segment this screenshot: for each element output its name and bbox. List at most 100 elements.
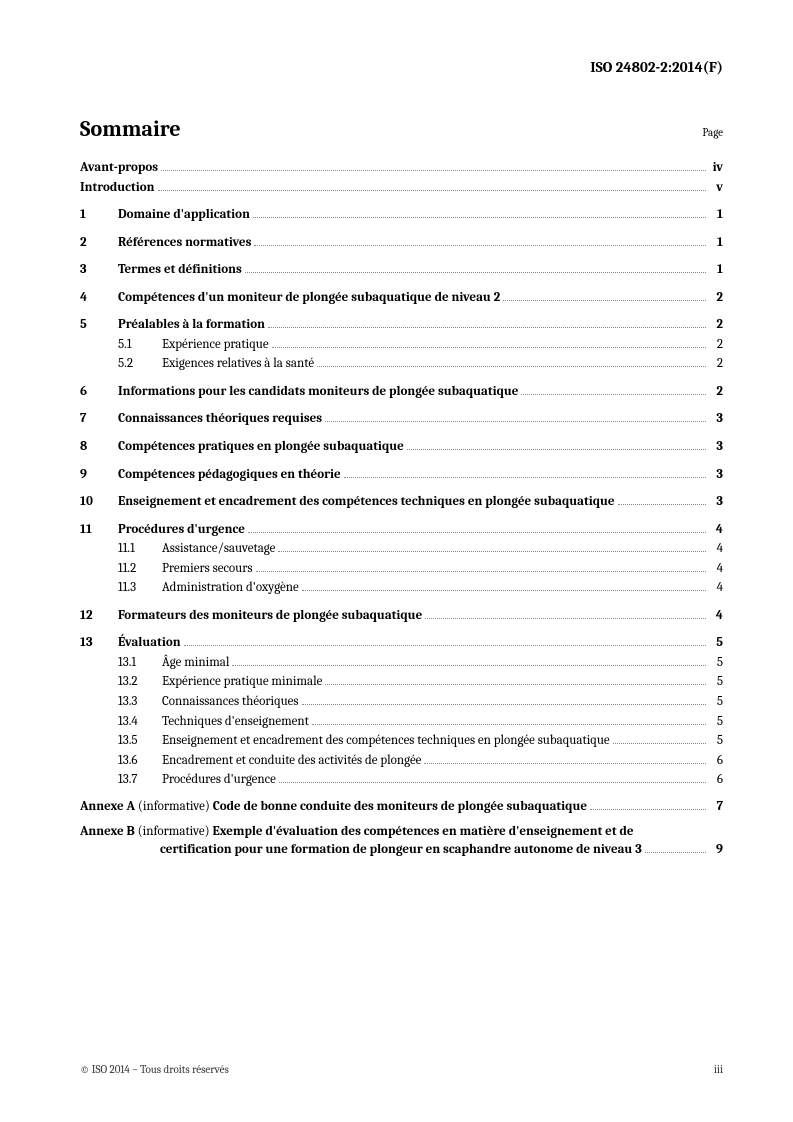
toc-entry-page: 7: [709, 798, 723, 816]
toc-entry-label: Techniques d'enseignement: [162, 713, 309, 731]
page-footer: © ISO 2014 – Tous droits réservés iii: [80, 1063, 723, 1076]
toc-subsection-number: 13.7: [118, 771, 162, 789]
toc-entry-page: 1: [709, 261, 723, 279]
toc-entry-label: Expérience pratique: [162, 336, 269, 354]
toc-subsection-number: 11.3: [118, 579, 162, 597]
toc-subsection-number: 13.1: [118, 654, 162, 672]
toc-section-number: 11: [80, 521, 118, 539]
title-row: Sommaire Page: [80, 116, 723, 142]
toc-section-number: 2: [80, 234, 118, 252]
toc-entry-label: Expérience pratique minimale: [162, 673, 322, 691]
toc-entry-subsection[interactable]: 11.1Assistance/sauvetage4: [80, 539, 723, 559]
toc-entry-label: Administration d'oxygène: [162, 579, 299, 597]
toc-entry-label: Connaissances théoriques: [162, 693, 299, 711]
toc-entry-label: Encadrement et conduite des activités de…: [162, 752, 421, 770]
toc-entry-subsection[interactable]: 13.2Expérience pratique minimale 5: [80, 672, 723, 692]
toc-entry-section[interactable]: 13Évaluation 5: [80, 633, 723, 653]
toc-entry-section[interactable]: 10Enseignement et encadrement des compét…: [80, 492, 723, 512]
toc-entry-section[interactable]: 4Compétences d'un moniteur de plongée su…: [80, 288, 723, 308]
toc-entry-label: Domaine d'application: [118, 206, 250, 224]
toc-subsection-number: 5.1: [118, 336, 162, 354]
toc-subsection-number: 13.6: [118, 752, 162, 770]
toc-subsection-number: 5.2: [118, 355, 162, 373]
toc-entry-label: Compétences pédagogiques en théorie: [118, 466, 341, 484]
toc-entry-subsection[interactable]: 13.6Encadrement et conduite des activité…: [80, 751, 723, 771]
toc-entry-page: 1: [709, 206, 723, 224]
toc-entry-section[interactable]: 7Connaissances théoriques requises 3: [80, 409, 723, 429]
page: ISO 24802-2:2014(F) Sommaire Page Avant-…: [0, 0, 793, 1122]
toc-entry-subsection[interactable]: 11.2Premiers secours4: [80, 559, 723, 579]
toc-entry-label: Évaluation: [118, 634, 181, 652]
toc-entry-annex[interactable]: Annexe A (informative) Code de bonne con…: [80, 798, 723, 816]
toc-entry-section[interactable]: 1Domaine d'application1: [80, 205, 723, 225]
toc-entry-label: Premiers secours: [162, 560, 253, 578]
toc-entry-label: Informations pour les candidats moniteur…: [118, 383, 518, 401]
toc-entry-section[interactable]: 5Préalables à la formation 2: [80, 315, 723, 335]
toc-entry-page: 6: [709, 771, 723, 789]
toc-entry-page: 4: [709, 540, 723, 558]
toc-subsection-number: 13.4: [118, 713, 162, 731]
toc-entry-subsection[interactable]: 5.2Exigences relatives à la santé2: [80, 354, 723, 374]
toc-section-number: 8: [80, 438, 118, 456]
toc-entry-page: 2: [709, 355, 723, 373]
toc-entry-label: Âge minimal: [162, 654, 229, 672]
toc-entry-page: 2: [709, 336, 723, 354]
toc-entry-section[interactable]: 12Formateurs des moniteurs de plongée su…: [80, 606, 723, 626]
toc-annex-label: Annexe A (informative) Code de bonne con…: [80, 798, 587, 816]
toc-entry-page: 5: [709, 732, 723, 750]
toc-entry-front[interactable]: Avant-proposiv: [80, 158, 723, 178]
toc-subsection-number: 11.1: [118, 540, 162, 558]
toc-entry-subsection[interactable]: 11.3Administration d'oxygène 4: [80, 578, 723, 598]
toc-entry-section[interactable]: 6Informations pour les candidats moniteu…: [80, 382, 723, 402]
toc-entry-page: iv: [709, 159, 723, 177]
toc-subsection-number: 13.2: [118, 673, 162, 691]
toc-entry-label: Compétences pratiques en plongée subaqua…: [118, 438, 404, 456]
toc-section-number: 5: [80, 316, 118, 334]
toc-entry-label: Enseignement et encadrement des compéten…: [162, 732, 610, 750]
toc-entry-page: 5: [709, 673, 723, 691]
toc-entry-label: Introduction: [80, 179, 155, 197]
toc-entry-annex[interactable]: Annexe B (informative) Exemple d'évaluat…: [80, 823, 723, 858]
toc-entry-page: 2: [709, 316, 723, 334]
toc-entry-subsection[interactable]: 13.1Âge minimal5: [80, 653, 723, 673]
toc-entry-label: Compétences d'un moniteur de plongée sub…: [118, 289, 500, 307]
toc-entry-subsection[interactable]: 13.3Connaissances théoriques5: [80, 692, 723, 712]
toc-entry-section[interactable]: 3Termes et définitions 1: [80, 260, 723, 280]
toc-title: Sommaire: [80, 116, 181, 142]
toc-entry-label: Formateurs des moniteurs de plongée suba…: [118, 607, 422, 625]
table-of-contents: Avant-proposivIntroduction v 1 Domaine d'ap…: [80, 158, 723, 858]
toc-entry-label: Connaissances théoriques requises: [118, 410, 322, 428]
toc-entry-subsection[interactable]: 13.4Techniques d'enseignement5: [80, 712, 723, 732]
toc-entry-page: 4: [709, 579, 723, 597]
copyright-text: © ISO 2014 – Tous droits réservés: [80, 1063, 229, 1076]
toc-entry-page: 2: [709, 383, 723, 401]
toc-entry-page: v: [709, 179, 723, 197]
toc-entry-label: Termes et définitions: [118, 261, 242, 279]
toc-section-number: 6: [80, 383, 118, 401]
toc-entry-label: Préalables à la formation: [118, 316, 265, 334]
toc-entry-section[interactable]: 8Compétences pratiques en plongée subaqu…: [80, 437, 723, 457]
toc-entry-subsection[interactable]: 5.1Expérience pratique 2: [80, 335, 723, 355]
toc-entry-subsection[interactable]: 13.7Procédures d'urgence 6: [80, 770, 723, 790]
toc-entry-page: 3: [709, 493, 723, 511]
toc-section-number: 12: [80, 607, 118, 625]
toc-entry-section[interactable]: 11Procédures d'urgence4: [80, 520, 723, 540]
toc-section-number: 4: [80, 289, 118, 307]
toc-entry-label: Références normatives: [118, 234, 251, 252]
toc-entry-label: Enseignement et encadrement des compéten…: [118, 493, 615, 511]
toc-entry-section[interactable]: 9Compétences pédagogiques en théorie3: [80, 465, 723, 485]
toc-entry-subsection[interactable]: 13.5Enseignement et encadrement des comp…: [80, 731, 723, 751]
toc-entry-page: 2: [709, 289, 723, 307]
toc-entry-page: 3: [709, 410, 723, 428]
toc-subsection-number: 13.3: [118, 693, 162, 711]
toc-entry-page: 5: [709, 634, 723, 652]
page-number: iii: [714, 1063, 723, 1076]
toc-entry-front[interactable]: Introduction v: [80, 178, 723, 198]
toc-section-number: 3: [80, 261, 118, 279]
toc-entry-label: Procédures d'urgence: [162, 771, 276, 789]
toc-entry-page: 9: [709, 841, 723, 859]
toc-entry-page: 6: [709, 752, 723, 770]
toc-section-number: 13: [80, 634, 118, 652]
toc-entry-section[interactable]: 2Références normatives1: [80, 233, 723, 253]
toc-section-number: 7: [80, 410, 118, 428]
